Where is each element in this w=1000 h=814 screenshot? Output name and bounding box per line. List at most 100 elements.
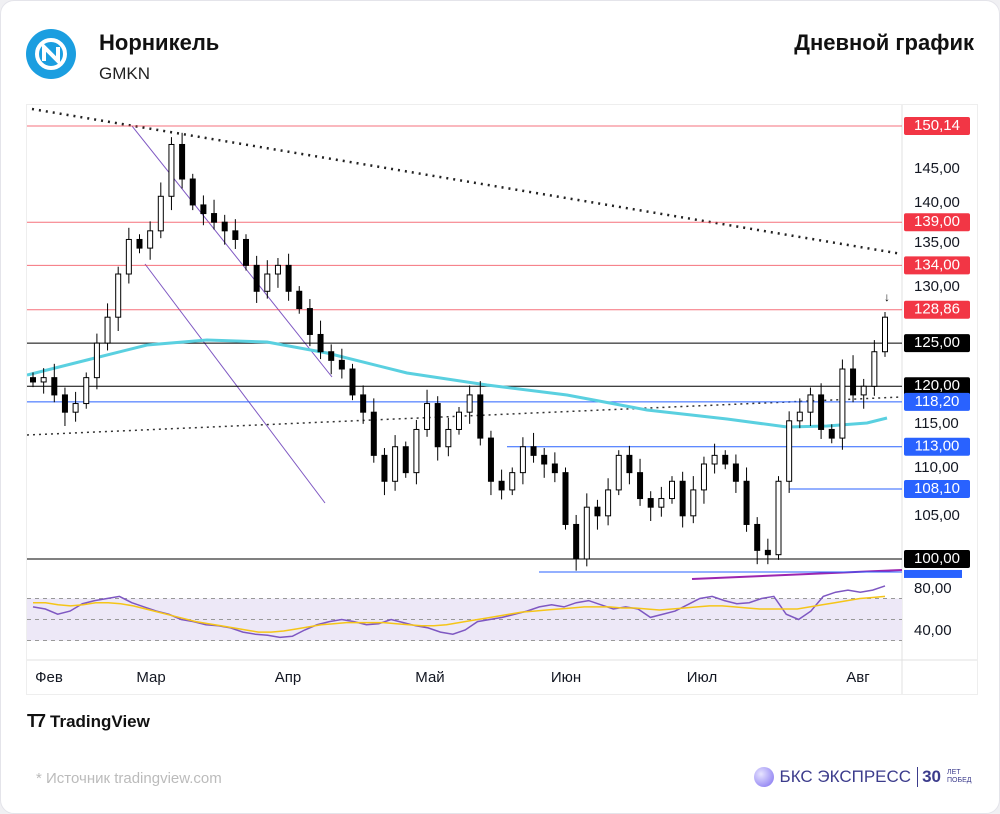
level-price-tag: [904, 256, 970, 275]
level-price-tag: [904, 437, 970, 456]
level-price-tag: [904, 213, 970, 232]
candle-body: [711, 454, 718, 465]
chart-period-title: Дневной график: [794, 30, 974, 55]
x-tick-label: Апр: [275, 669, 301, 686]
level-price-tag: [904, 480, 970, 499]
candle-body: [466, 394, 473, 413]
support-trend-line: [27, 396, 903, 436]
downtrend-line: [31, 107, 903, 256]
candle-body: [487, 437, 494, 482]
candle-body: [764, 549, 771, 556]
candle-body: [477, 394, 484, 439]
level-price-tag: [904, 377, 970, 396]
y-tick-label: 105,00: [914, 507, 960, 524]
candle-body: [115, 273, 122, 318]
candle-body: [168, 143, 175, 197]
nornickel-logo-icon: [26, 29, 76, 79]
candle-body: [392, 446, 399, 482]
price-chart: 145,00 140,00 135,00 130,00 115,00 110,00 105,…: [27, 105, 977, 694]
candle-body: [807, 394, 814, 413]
x-tick-label: Июл: [687, 669, 717, 686]
level-price-label: 134,00: [914, 256, 960, 273]
down-arrow-icon: ↓: [884, 290, 890, 304]
bks-badge-small: ЛЕТ ПОБЕД: [947, 769, 972, 784]
candle-body: [871, 351, 878, 387]
candle-body: [211, 213, 218, 223]
rsi-tick-label: 40,00: [914, 622, 952, 639]
candle-body: [530, 446, 537, 456]
candle-body: [232, 230, 239, 240]
ticker: GMKN: [99, 64, 150, 83]
level-price-label: 139,00: [914, 213, 960, 230]
chart-area[interactable]: 145,00 140,00 135,00 130,00 115,00 110,00 105,…: [26, 104, 978, 695]
candle-body: [402, 446, 409, 474]
y-tick-label: 115,00: [914, 415, 959, 432]
candle-body: [818, 394, 825, 430]
candle-body: [551, 463, 558, 474]
source-note: * Источник tradingview.com: [36, 770, 222, 787]
candle-body: [189, 178, 196, 206]
candle-body: [51, 377, 58, 396]
candle-body: [274, 264, 281, 275]
channel-lower-line: [144, 263, 326, 504]
candle-body: [328, 351, 335, 361]
level-price-label: 100,00: [914, 550, 960, 567]
level-price-label: 118,20: [915, 393, 960, 410]
candle-body: [498, 480, 505, 491]
candle-body: [583, 506, 590, 560]
candle-body: [72, 403, 79, 413]
level-price-tag: [904, 392, 970, 411]
candle-body: [732, 463, 739, 482]
bks-brand: БКС ЭКСПРЕСС: [779, 767, 912, 786]
candle-body: [200, 204, 207, 215]
x-tick-label: Фев: [35, 669, 63, 686]
level-price-label: 128,86: [914, 301, 960, 318]
moving-average-line: [27, 338, 888, 429]
candle-body: [413, 428, 420, 474]
candle-body: [253, 264, 260, 292]
candle-body: [743, 480, 750, 525]
level-price-label: 150,14: [914, 117, 960, 134]
candle-body: [669, 480, 675, 500]
candle-body: [104, 316, 111, 344]
company-name: Норникель: [99, 30, 220, 55]
candle-body: [93, 342, 100, 379]
candle-body: [179, 143, 186, 180]
tradingview-logo: T7 TradingView: [27, 711, 150, 732]
x-tick-label: Авг: [846, 669, 870, 686]
tradingview-icon: T7: [27, 711, 46, 731]
candle-body: [605, 489, 612, 517]
candle-body: [786, 420, 793, 482]
candle-body: [285, 264, 292, 292]
candle-body: [434, 403, 441, 448]
candle-body: [509, 472, 516, 491]
x-tick-label: Май: [415, 669, 444, 686]
candle-body: [541, 454, 548, 465]
candle-body: [594, 506, 601, 517]
candle-body: [243, 238, 249, 266]
bks-sphere-icon: [753, 767, 774, 787]
candle-body: [349, 368, 356, 396]
candle-body: [360, 394, 367, 413]
level-price-tag: [904, 116, 970, 135]
level-price-label: 125,00: [914, 334, 960, 351]
y-tick-label: 130,00: [914, 278, 960, 295]
y-tick-label: 140,00: [914, 194, 960, 211]
candle-body: [264, 273, 271, 292]
candle-body: [125, 238, 132, 275]
candle-body: [381, 454, 388, 482]
candle-body: [882, 316, 888, 353]
rsi-signal-line: [33, 595, 886, 633]
candle-body: [754, 523, 761, 551]
candle-body: [61, 394, 68, 413]
purple-trend-line: [691, 569, 903, 580]
candle-body: [456, 411, 462, 430]
candle-body: [40, 377, 47, 383]
level-price-tag: [904, 334, 970, 353]
level-price-tag: [904, 569, 962, 578]
tradingview-label: TradingView: [50, 711, 150, 731]
candle-body: [562, 472, 569, 525]
candle-body: [647, 498, 654, 508]
candle-body: [690, 489, 697, 517]
candle-body: [722, 454, 729, 465]
